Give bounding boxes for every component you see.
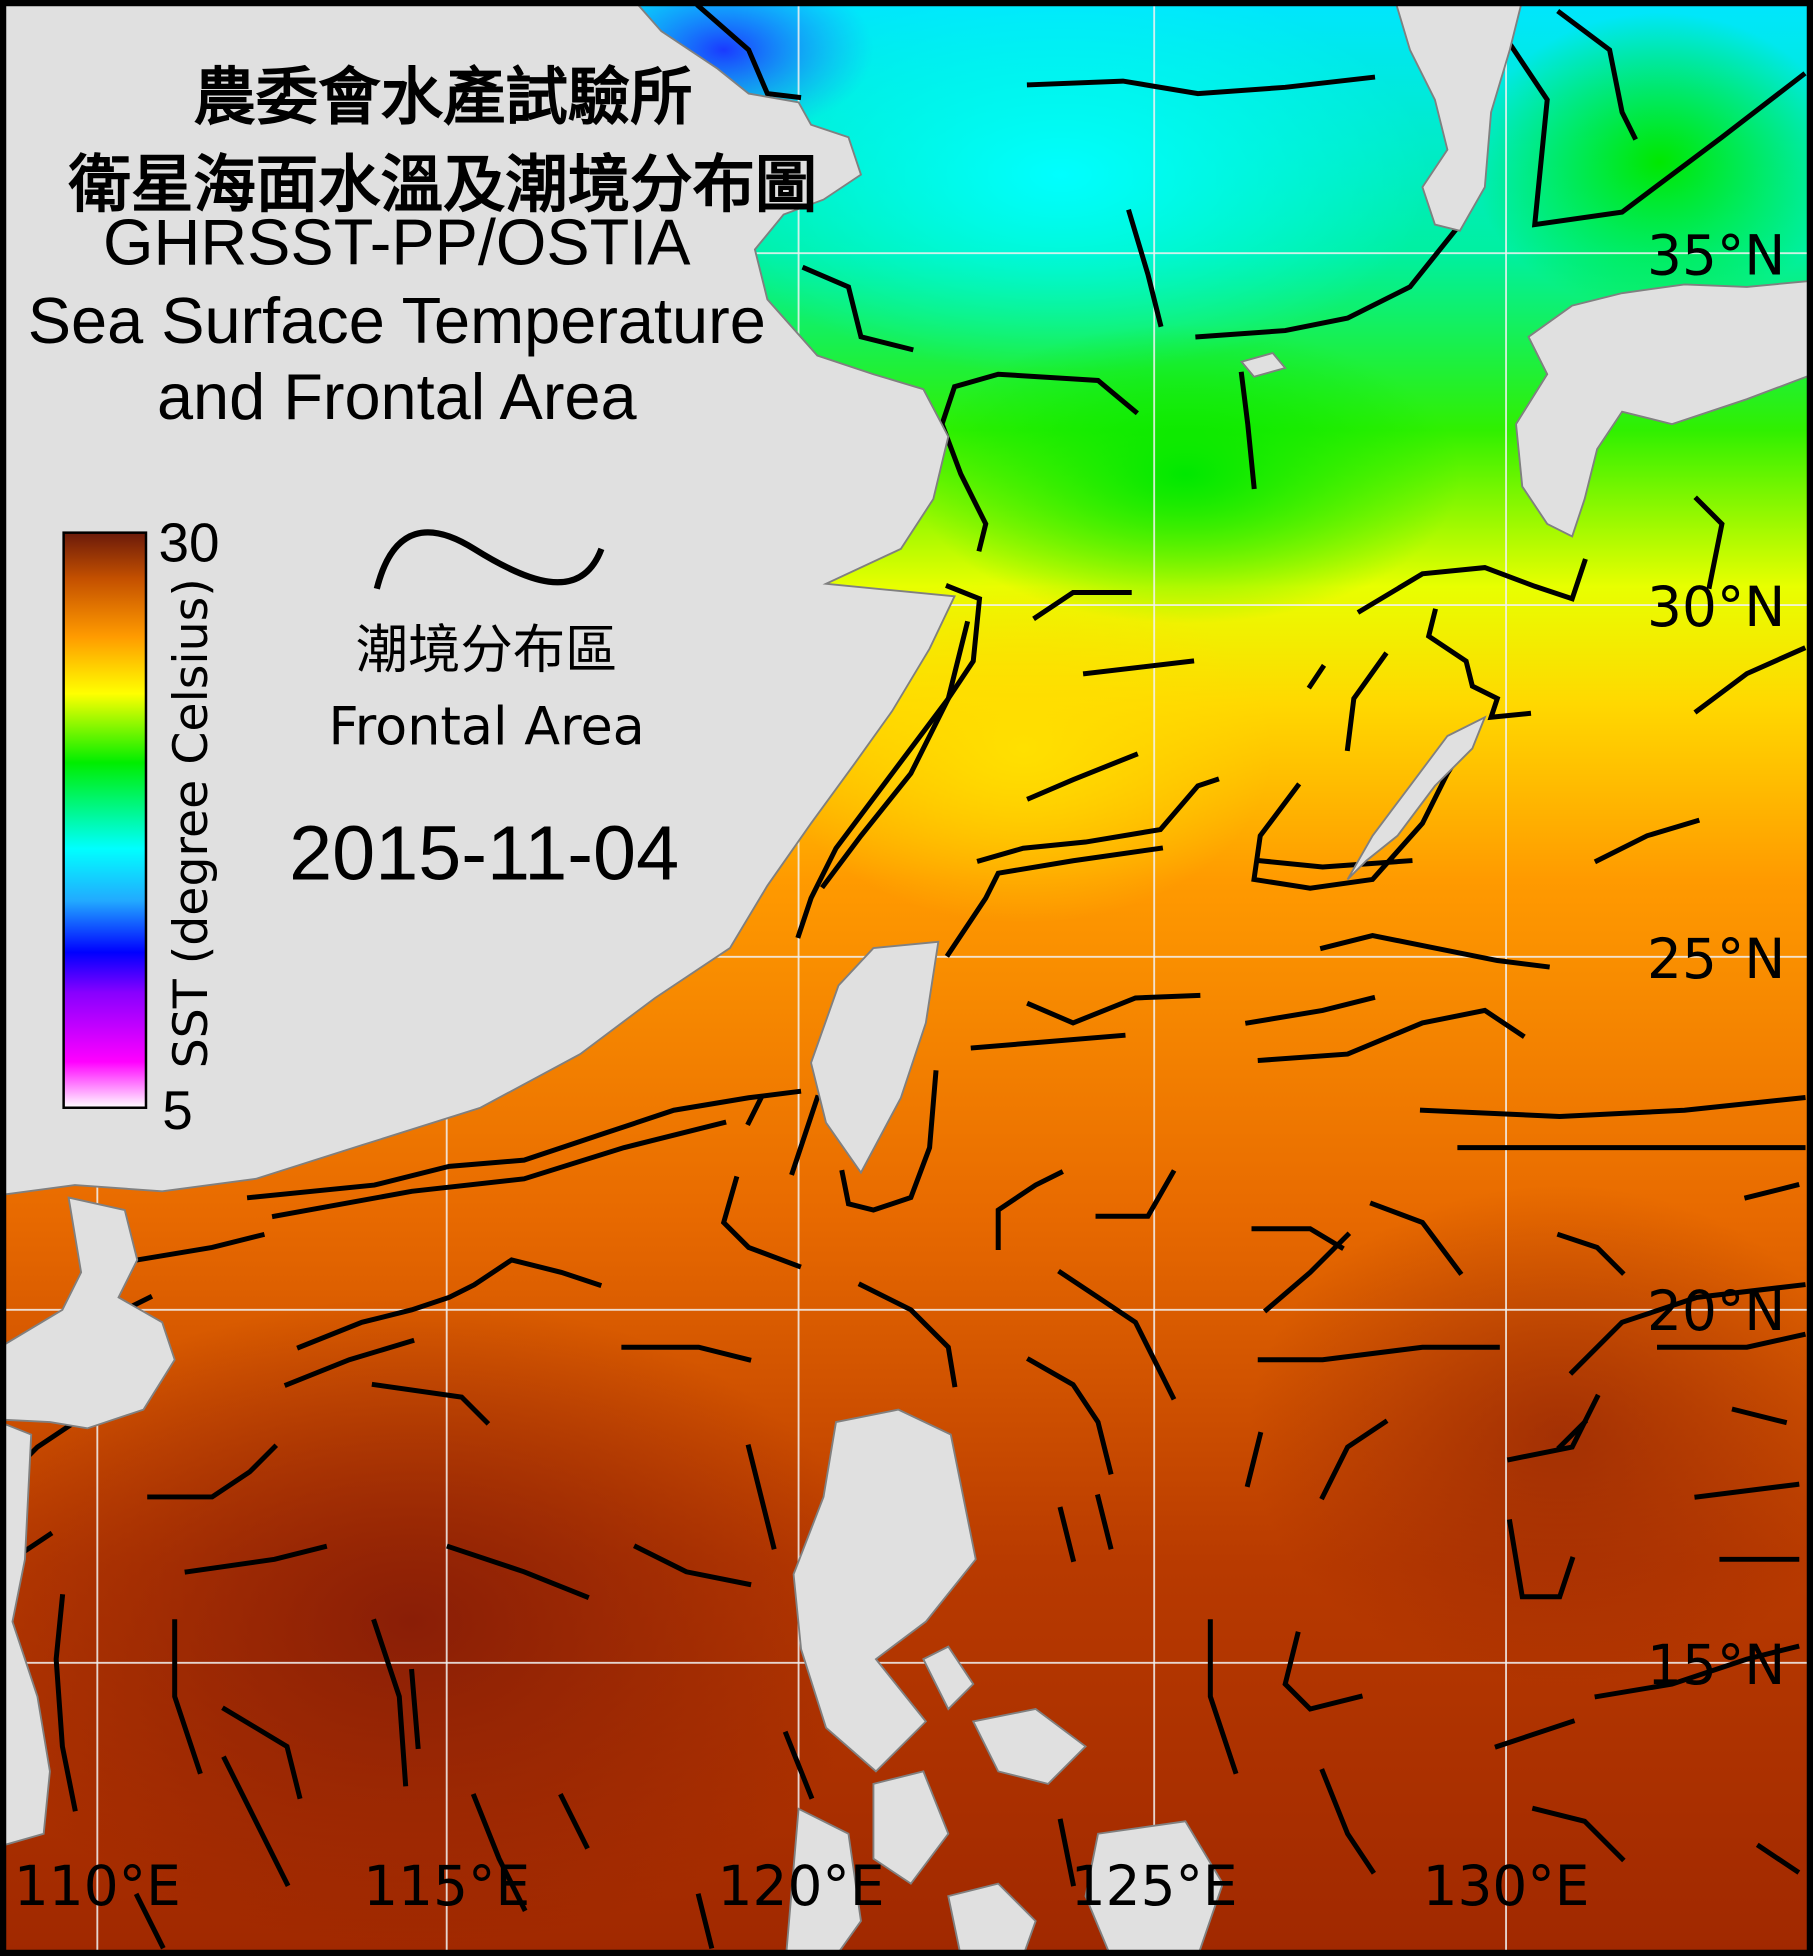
frontal-legend: 潮境分布區 Frontal Area 2015-11-04 (289, 529, 679, 896)
map-date: 2015-11-04 (289, 810, 679, 896)
frontal-label-en: Frontal Area (328, 697, 644, 758)
lon-label-125e: 125°E (1071, 1854, 1238, 1918)
title-line-1: 農委會水產試驗所 (193, 64, 692, 133)
frontal-line-symbol (373, 529, 605, 590)
colorbar-title: SST (degree Celsius) (164, 578, 219, 1068)
land-philippines-islands (785, 1645, 1224, 1956)
land-indochina (0, 1421, 51, 1848)
colorbar-ramp (62, 531, 148, 1109)
lat-label-25n: 25°N (1647, 927, 1785, 991)
land-taiwan (810, 940, 940, 1175)
land-china (0, 0, 956, 1196)
lat-label-30n: 30°N (1647, 575, 1785, 639)
lat-label-20n: 20°N (1647, 1279, 1785, 1343)
latitude-labels: 35°N 30°N 25°N 20°N 15°N (1647, 223, 1785, 1697)
colorbar: 30 5 SST (degree Celsius) (62, 511, 220, 1141)
lon-label-130e: 130°E (1423, 1854, 1590, 1918)
title-line-3: GHRSST-PP/OSTIA (103, 205, 691, 278)
colorbar-min-label: 5 (162, 1079, 193, 1141)
longitude-labels: 110°E 115°E 120°E 125°E 130°E (14, 1854, 1590, 1918)
lon-label-120e: 120°E (718, 1854, 885, 1918)
land-japan (1515, 279, 1813, 538)
land-korea (1394, 0, 1524, 232)
land-okinawa (1346, 715, 1487, 881)
title-line-2: 衛星海面水溫及潮境分布圖 (68, 151, 818, 220)
land-luzon (792, 1408, 977, 1773)
title-line-5: and Frontal Area (157, 360, 638, 433)
land-leizhou-hainan (0, 1196, 176, 1430)
lat-label-15n: 15°N (1647, 1633, 1785, 1697)
lon-label-110e: 110°E (14, 1854, 181, 1918)
frontal-label-zh: 潮境分布區 (356, 619, 618, 680)
lat-label-35n: 35°N (1647, 223, 1785, 287)
land-jeju (1239, 351, 1287, 378)
map-title: 農委會水產試驗所 衛星海面水溫及潮境分布圖 GHRSST-PP/OSTIA Se… (28, 64, 817, 434)
lon-label-115e: 115°E (363, 1854, 530, 1918)
title-line-4: Sea Surface Temperature (28, 284, 766, 357)
colorbar-max-label: 30 (158, 511, 219, 573)
